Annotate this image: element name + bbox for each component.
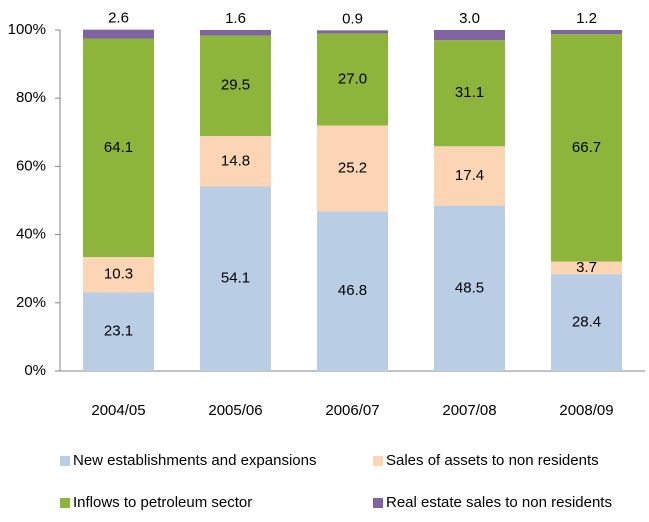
bar-segment [551, 34, 622, 262]
bar-segment [434, 30, 505, 41]
bar-segment [434, 205, 505, 371]
bar-segment [551, 261, 622, 275]
data-label: 10.3 [104, 266, 133, 283]
legend-label: Sales of assets to non residents [386, 452, 599, 469]
data-label: 2.6 [108, 10, 129, 27]
data-label: 0.9 [342, 10, 363, 27]
legend-swatch [373, 456, 383, 466]
bar-segment [317, 33, 388, 126]
legend-swatch [60, 456, 70, 466]
y-tick-label: 100% [8, 21, 46, 38]
data-label: 3.0 [459, 10, 480, 27]
x-tick-label: 2007/08 [442, 402, 496, 419]
y-tick-label: 80% [16, 89, 46, 106]
legend-label: Real estate sales to non residents [386, 494, 612, 511]
bar-segment [434, 40, 505, 147]
bar-segment [83, 29, 154, 39]
y-tick-label: 40% [16, 226, 46, 243]
data-label: 1.6 [225, 10, 246, 27]
data-label: 17.4 [455, 167, 484, 184]
data-label: 66.7 [572, 139, 601, 156]
data-label: 28.4 [572, 314, 601, 331]
legend-label: Inflows to petroleum sector [73, 494, 252, 511]
data-label: 29.5 [221, 77, 250, 94]
data-label: 25.2 [338, 159, 367, 176]
legend-label: New establishments and expansions [73, 452, 316, 469]
bar-segment [83, 257, 154, 293]
data-label: 1.2 [576, 10, 597, 27]
bar-segment [200, 35, 271, 137]
y-tick-label: 0% [24, 362, 46, 379]
bar-segment [551, 274, 622, 371]
x-tick-label: 2005/06 [208, 402, 262, 419]
data-label: 64.1 [104, 139, 133, 156]
x-tick-label: 2006/07 [325, 402, 379, 419]
bar-segment [200, 30, 271, 36]
data-label: 46.8 [338, 282, 367, 299]
bar-segment [317, 125, 388, 212]
bar-segment [317, 211, 388, 371]
bar-segment [83, 292, 154, 371]
bar-segment [200, 136, 271, 187]
x-tick-label: 2008/09 [559, 402, 613, 419]
bar-segment [200, 186, 271, 371]
bar-segment [317, 30, 388, 34]
legend-swatch [60, 498, 70, 508]
legend-swatch [373, 498, 383, 508]
bar-segment [434, 146, 505, 206]
bar-segment [551, 30, 622, 35]
y-tick-label: 20% [16, 294, 46, 311]
data-label: 48.5 [455, 279, 484, 296]
data-label: 31.1 [455, 84, 484, 101]
data-label: 54.1 [221, 270, 250, 287]
data-label: 14.8 [221, 152, 250, 169]
y-tick-label: 60% [16, 157, 46, 174]
bar-segment [83, 38, 154, 258]
data-label: 3.7 [576, 259, 597, 276]
x-tick-label: 2004/05 [91, 402, 145, 419]
data-label: 27.0 [338, 70, 367, 87]
data-label: 23.1 [104, 323, 133, 340]
